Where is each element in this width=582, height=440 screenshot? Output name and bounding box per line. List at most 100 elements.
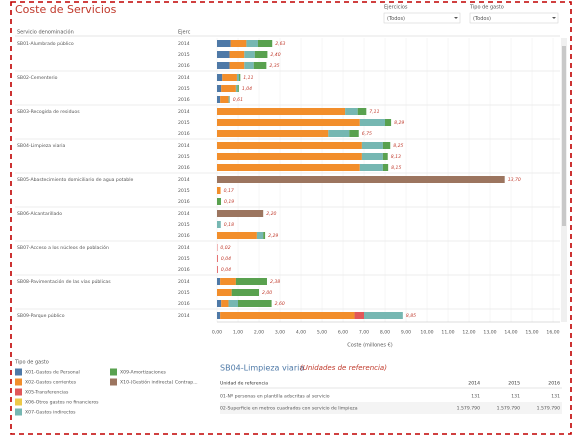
legend-swatch	[110, 368, 117, 376]
bar-segment	[385, 119, 392, 126]
bar-segment	[217, 130, 329, 137]
bar-segment	[229, 51, 245, 58]
legend-swatch	[15, 398, 22, 406]
bar-segment	[244, 51, 255, 58]
x-tick-label: 15,00	[525, 330, 538, 336]
total-label: 0,17	[224, 188, 234, 194]
bar-segment	[217, 176, 505, 183]
total-label: 8,15	[391, 165, 401, 171]
title: Coste de Servicios	[15, 3, 117, 16]
bar-segment	[217, 51, 230, 58]
table-cell: 131	[551, 394, 560, 400]
bar-segment	[217, 232, 257, 239]
filter-dropdown[interactable]	[469, 12, 559, 24]
bar-segment	[217, 96, 221, 103]
total-label: 2,63	[275, 41, 285, 47]
table-cell: 02-Superficie en metros cuadrados con se…	[220, 406, 358, 412]
bar-segment	[235, 85, 238, 92]
service-label: SB01-Alumbrado público	[17, 40, 74, 47]
legend-label: X09-Amortizaciones	[120, 370, 167, 376]
legend-swatch	[15, 408, 22, 416]
table-row-bg	[220, 402, 562, 414]
total-label: 2,40	[270, 52, 280, 58]
bar-segment	[238, 300, 272, 307]
service-label: SB08-Pavimentación de las vías públicas	[17, 278, 111, 285]
total-label: 8,13	[391, 154, 401, 160]
year-label: 2016	[178, 165, 190, 171]
total-label: 2,00	[262, 290, 272, 296]
legend-label: X05-Transferencias	[25, 390, 69, 396]
x-tick-label: 7,00	[359, 330, 369, 336]
bar-segment	[349, 130, 359, 137]
bar-segment	[382, 142, 391, 149]
year-label: 2016	[178, 233, 190, 239]
bar-segment	[236, 74, 240, 81]
total-label: 0,18	[224, 222, 234, 228]
table-cell: 1.579.790	[457, 406, 480, 412]
x-tick-label: 2,00	[254, 330, 264, 336]
filter-label: Ejercicios	[384, 5, 408, 11]
year-label: 2016	[178, 63, 190, 69]
service-label: SB05-Abastecimiento domiciliario de agua…	[17, 177, 133, 183]
x-tick-label: 11,00	[441, 330, 454, 336]
bar-segment	[229, 62, 245, 69]
bar-segment	[217, 108, 346, 115]
table-header: 2014	[468, 381, 480, 387]
total-label: 0,04	[221, 267, 231, 273]
bar-segment	[217, 198, 221, 205]
service-label: SB09-Parque público	[17, 312, 65, 319]
table-cell: 131	[471, 394, 480, 400]
legend-swatch	[110, 378, 117, 386]
bar-segment	[217, 221, 221, 228]
legend-label: X02-Gastos corrientes	[25, 380, 77, 386]
year-label: 2014	[178, 177, 190, 183]
service-label: SB07-Acceso a los núcleos de población	[17, 244, 109, 251]
table-cell: 1.579.790	[537, 406, 560, 412]
x-tick-label: 1,00	[233, 330, 243, 336]
bar-segment	[220, 312, 355, 319]
x-tick-label: 6,00	[338, 330, 348, 336]
legend-title: Tipo de gasto	[14, 360, 49, 366]
total-label: 6,75	[362, 131, 372, 137]
table-header: 2015	[508, 381, 520, 387]
filter-dropdown[interactable]	[383, 12, 461, 24]
total-label: 13,70	[508, 177, 521, 183]
bar-segment	[364, 312, 403, 319]
bar-segment	[256, 232, 264, 239]
year-label: 2016	[178, 97, 190, 103]
year-label: 2016	[178, 199, 190, 205]
bar-segment	[221, 85, 236, 92]
x-tick-label: 12,00	[462, 330, 475, 336]
table-cell: 01-Nº personas en plantilla adscritas al…	[220, 394, 330, 400]
bar-segment	[217, 266, 218, 273]
service-label: SB03-Recogida de residuos	[17, 109, 80, 115]
x-tick-label: 16,00	[546, 330, 559, 336]
bar-segment	[263, 232, 266, 239]
year-header: Ejerc	[178, 30, 191, 36]
bar-segment	[217, 85, 222, 92]
scroll-thumb[interactable]	[562, 46, 566, 226]
bar-segment	[222, 74, 237, 81]
bar-segment	[345, 108, 358, 115]
total-label: 2,38	[270, 279, 280, 285]
dropdown-arrow	[454, 17, 458, 19]
year-label: 2015	[178, 120, 190, 126]
bar-segment	[228, 300, 238, 307]
dropdown-arrow	[552, 17, 556, 19]
bar-segment	[217, 164, 360, 171]
bar-segment	[246, 40, 258, 47]
x-tick-label: 14,00	[504, 330, 517, 336]
bar-segment	[244, 62, 254, 69]
total-label: 1,04	[242, 86, 252, 92]
total-label: 2,20	[266, 211, 276, 217]
year-label: 2014	[178, 245, 190, 251]
x-tick-label: 3,00	[275, 330, 285, 336]
x-tick-label: 8,00	[380, 330, 390, 336]
bar-segment	[217, 289, 232, 296]
legend-label: X07-Gastos indirectos	[25, 410, 76, 416]
table-cell: 131	[511, 394, 520, 400]
table-subtitle: (Unidades de referencia)	[300, 364, 387, 372]
year-label: 2014	[178, 211, 190, 217]
bar-segment	[217, 142, 362, 149]
